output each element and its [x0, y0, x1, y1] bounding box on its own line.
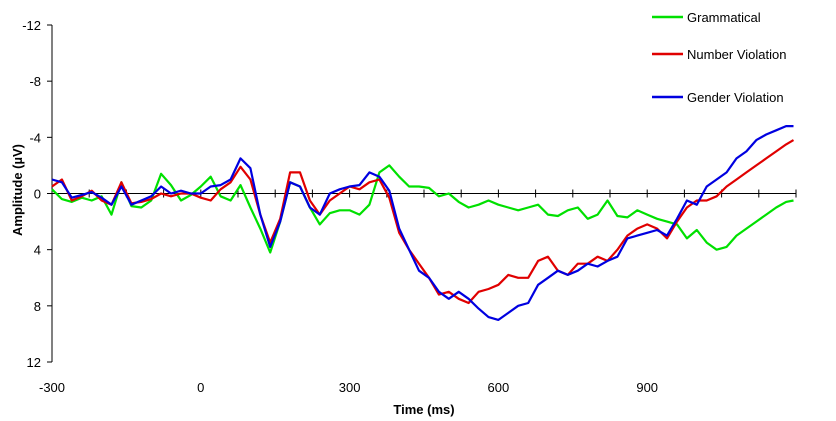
y-tick-label: -4	[29, 130, 41, 145]
series-line-number-violation	[51, 139, 795, 305]
x-axis-ticks: -300 0 300 600 900	[39, 189, 797, 395]
y-tick-label: -8	[29, 74, 41, 89]
x-tick-label: 600	[488, 380, 510, 395]
y-tick-label: 12	[27, 355, 41, 370]
series-line-gender-violation	[51, 124, 794, 321]
y-axis-ticks: -12 -8 -4 0 4 8 12	[22, 18, 52, 370]
y-tick-label: -12	[22, 18, 41, 33]
y-tick-label: 8	[34, 299, 41, 314]
x-axis-title: Time (ms)	[393, 402, 454, 417]
legend-label: Gender Violation	[687, 90, 784, 105]
legend: Grammatical Number Violation Gender Violat…	[652, 10, 786, 105]
series-lines	[51, 124, 795, 321]
legend-label: Grammatical	[687, 10, 761, 25]
y-tick-label: 4	[34, 243, 41, 258]
y-tick-label: 0	[34, 187, 41, 202]
x-tick-label: 900	[636, 380, 658, 395]
x-tick-label: 300	[339, 380, 361, 395]
y-axis-title: Amplitude (µV)	[10, 144, 25, 236]
x-tick-label: 0	[197, 380, 204, 395]
x-tick-label: -300	[39, 380, 65, 395]
legend-label: Number Violation	[687, 47, 786, 62]
